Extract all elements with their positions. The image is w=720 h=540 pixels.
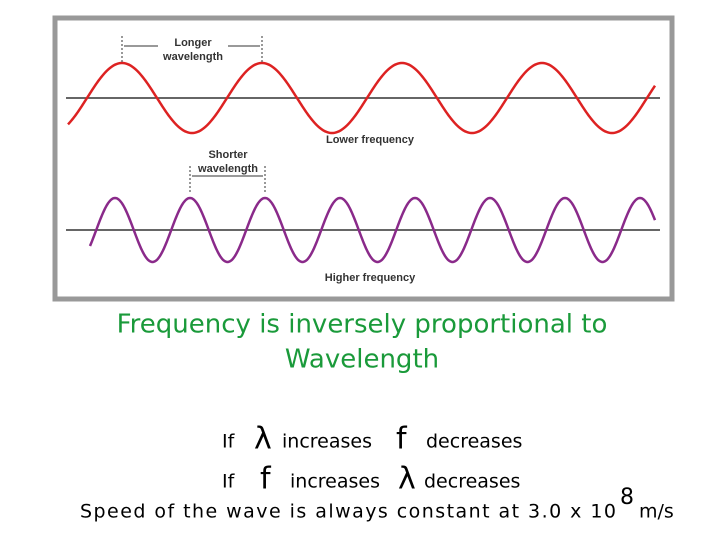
text: m/s [639, 501, 674, 523]
figure-label: Shorter [208, 149, 248, 161]
text: If [222, 431, 236, 453]
text: increases [290, 471, 380, 493]
short-wave [88, 196, 657, 264]
text: decreases [424, 471, 520, 493]
figure-caption: Higher frequency [325, 272, 416, 284]
long-wave [67, 61, 657, 135]
symbol: f [260, 462, 272, 497]
figure-label: wavelength [197, 163, 258, 175]
text: Speed of the wave is always constant at … [80, 501, 616, 523]
figure-frame [52, 15, 675, 302]
heading: Frequency is inversely proportional to [117, 310, 608, 340]
wavelength-brackets [121, 36, 266, 192]
wavelength-arrows [124, 45, 263, 177]
symbol: f [396, 422, 408, 457]
text: If [222, 471, 236, 493]
text: increases [282, 431, 372, 453]
figure-label: Longer [174, 37, 212, 49]
text: decreases [426, 431, 522, 453]
heading: Wavelength [285, 345, 439, 375]
figure-label: wavelength [162, 51, 223, 63]
symbol: λ [398, 462, 416, 497]
symbol: λ [254, 422, 272, 457]
figure-caption: Lower frequency [326, 134, 415, 146]
exponent: 8 [620, 485, 634, 510]
